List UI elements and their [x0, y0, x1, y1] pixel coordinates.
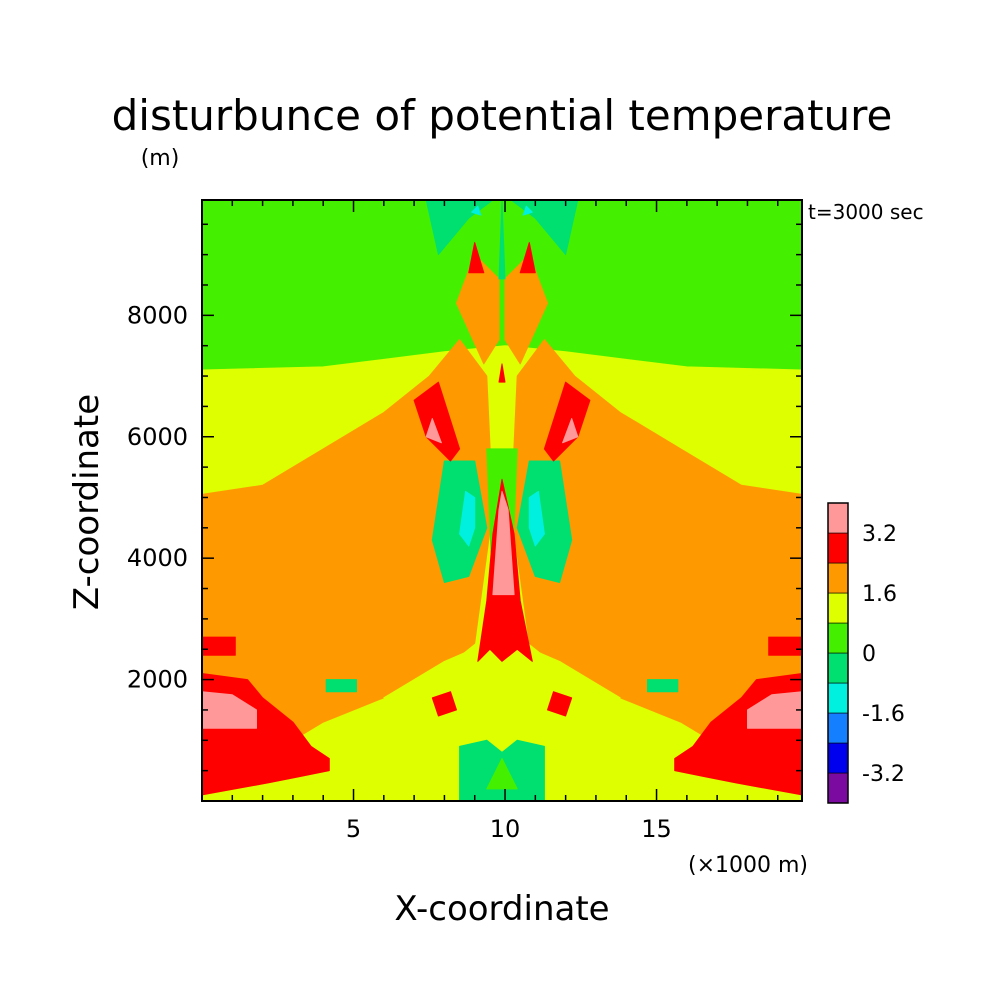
colorbar: -3.2 -1.6 0 1.6 3.2 [827, 502, 905, 804]
x-tick-label: 10 [490, 815, 521, 843]
contour-region [647, 679, 679, 693]
colorbar-cell [827, 562, 849, 594]
y-axis-label: Z-coordinate [67, 394, 107, 610]
contour-region [486, 758, 518, 790]
x-axis-label: X-coordinate [394, 889, 609, 929]
colorbar-cell [827, 592, 849, 624]
colorbar-label: -1.6 [862, 702, 905, 727]
contour-region [468, 242, 485, 274]
colorbar-labels: -3.2 -1.6 0 1.6 3.2 [862, 522, 905, 787]
contour-region [431, 460, 488, 583]
contour-region [425, 200, 494, 256]
contour-region [562, 418, 579, 444]
contour-region [516, 460, 573, 583]
x-tick-label: 5 [346, 815, 361, 843]
contour-region [543, 381, 591, 462]
x-tick-labels: 5 10 15 [346, 815, 672, 843]
x-tick-label: 15 [641, 815, 672, 843]
contour-region [498, 363, 506, 383]
contour-region [459, 490, 476, 547]
colorbar-label: -3.2 [862, 762, 905, 787]
contour-region [510, 200, 579, 256]
colorbar-cell [827, 742, 849, 774]
colorbar-cell [827, 772, 849, 804]
colorbar-cell [827, 682, 849, 714]
time-annotation: t=3000 sec [808, 200, 924, 224]
y-tick-label: 8000 [127, 301, 188, 329]
plot-area [201, 199, 803, 802]
y-tick-label: 6000 [127, 423, 188, 451]
chart-title: disturbunce of potential temperature [112, 91, 893, 140]
contour-region [325, 679, 357, 693]
contour-region [425, 418, 442, 444]
y-axis-unit: (m) [141, 146, 180, 171]
contour-region [413, 381, 461, 462]
colorbar-cell [827, 652, 849, 684]
y-tick-label: 2000 [127, 666, 188, 694]
axis-ticks [202, 200, 802, 801]
colorbar-cells [827, 502, 849, 804]
colorbar-label: 1.6 [862, 582, 897, 607]
contour-region [431, 691, 457, 717]
contour-region [747, 691, 802, 729]
colorbar-frame [827, 502, 849, 804]
contour-region [522, 205, 533, 216]
contour-region [202, 691, 257, 729]
contour-region [492, 490, 515, 596]
colorbar-cell [827, 622, 849, 654]
y-tick-labels: 2000 4000 6000 8000 [127, 301, 188, 693]
colorbar-label: 0 [862, 642, 876, 667]
colorbar-label: 3.2 [862, 522, 897, 547]
contour-region [498, 200, 506, 280]
contour-region [202, 636, 236, 656]
colorbar-cell [827, 502, 849, 534]
contour-region [547, 691, 573, 717]
contour-fills [202, 200, 802, 801]
plot-frame [201, 199, 803, 802]
contour-region [471, 205, 482, 216]
colorbar-cell [827, 712, 849, 744]
y-tick-label: 4000 [127, 544, 188, 572]
contour-region [528, 490, 545, 547]
contour-region [768, 636, 802, 656]
contour-region [519, 242, 536, 274]
x-axis-unit: (×1000 m) [688, 853, 808, 878]
colorbar-cell [827, 532, 849, 564]
